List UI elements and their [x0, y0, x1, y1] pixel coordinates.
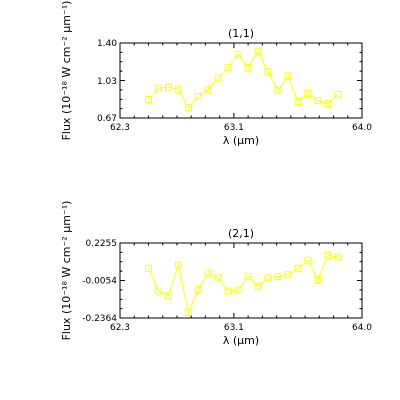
data-point: [314, 276, 322, 284]
data-point: [324, 100, 332, 108]
data-point: [224, 287, 232, 295]
data-point: [294, 264, 302, 272]
data-point: [214, 274, 222, 282]
data-point: [334, 253, 342, 261]
data-point: [204, 269, 212, 277]
data-point: [164, 83, 172, 91]
data-point: [324, 251, 332, 259]
x-tick-label: 62.3: [110, 323, 130, 333]
data-point: [334, 90, 342, 98]
data-point: [154, 287, 162, 295]
data-point: [304, 256, 312, 264]
data-point: [234, 286, 242, 294]
data-point: [264, 274, 272, 282]
chart-panel-1-1: (1,1) 62.3 63.1 64.0 0.67 1.03 1.40 λ (μm) Flux …: [60, 1, 372, 147]
series-line: [148, 254, 338, 314]
data-point: [164, 292, 172, 300]
data-point: [214, 74, 222, 82]
x-tick-label: 63.1: [224, 323, 244, 333]
data-point: [244, 272, 252, 280]
y-tick-label: 1.40: [97, 39, 117, 49]
x-tick-label: 63.1: [224, 123, 244, 133]
data-point: [234, 50, 242, 58]
data-point: [274, 86, 282, 94]
y-tick-label: -0.0054: [82, 276, 117, 286]
data-point: [194, 92, 202, 100]
chart-title: (2,1): [228, 227, 254, 240]
data-point: [314, 97, 322, 105]
data-point: [304, 89, 312, 97]
data-point: [144, 264, 152, 272]
data-point: [264, 68, 272, 76]
chart-panel-2-1: (2,1) 62.3 63.1 64.0 -0.2364 -0.0054 0.2255 λ (…: [60, 201, 372, 347]
data-point: [254, 47, 262, 55]
data-point: [174, 261, 182, 269]
x-axis-title: λ (μm): [223, 334, 259, 347]
x-axis-title: λ (μm): [223, 134, 259, 147]
y-tick-label: 1.03: [97, 77, 117, 87]
x-tick-label: 64.0: [352, 323, 372, 333]
y-tick-label: 0.67: [97, 114, 117, 124]
data-point: [274, 272, 282, 280]
data-point: [144, 96, 152, 104]
data-point: [294, 98, 302, 106]
data-point: [154, 84, 162, 92]
plot-frame: [119, 242, 363, 319]
data-point: [204, 85, 212, 93]
y-tick-label: -0.2364: [82, 314, 117, 324]
data-point: [254, 282, 262, 290]
data-point: [184, 104, 192, 112]
data-point: [194, 285, 202, 293]
data-point: [244, 64, 252, 72]
y-axis-title: Flux (10⁻¹⁸ W cm⁻² μm⁻¹): [60, 201, 73, 341]
chart-title: (1,1): [228, 27, 254, 40]
data-point: [284, 271, 292, 279]
series-line: [148, 50, 339, 109]
y-tick-label: 0.2255: [86, 239, 118, 249]
x-tick-label: 64.0: [352, 123, 372, 133]
x-tick-label: 62.3: [110, 123, 130, 133]
data-point: [174, 85, 182, 93]
data-point: [184, 308, 192, 316]
data-point: [284, 72, 292, 80]
data-point: [224, 64, 232, 72]
y-axis-title: Flux (10⁻¹⁸ W cm⁻² μm⁻¹): [60, 1, 73, 141]
